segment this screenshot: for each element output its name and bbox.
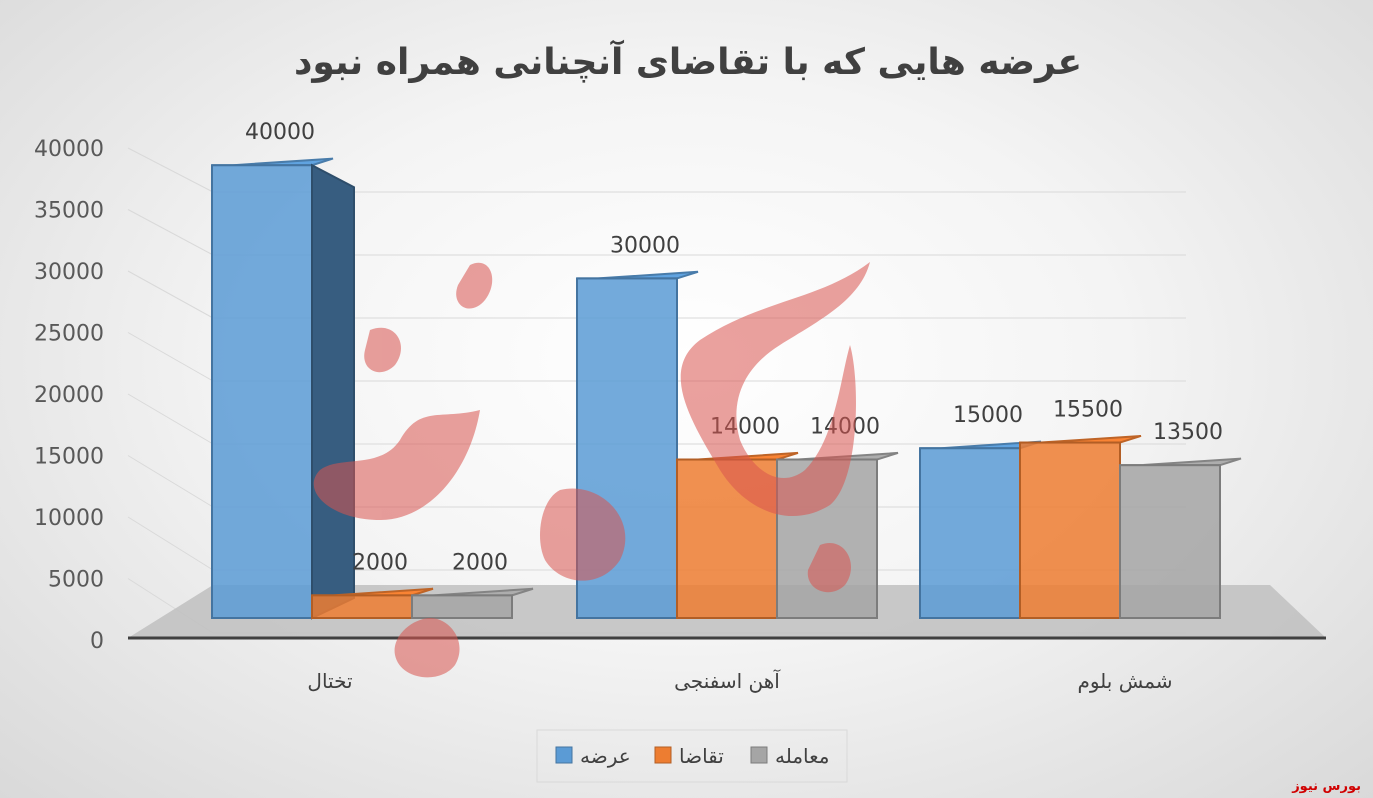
category-label: شمش بلوم	[1077, 669, 1172, 693]
category-label: تختال	[307, 669, 352, 693]
data-label: 15000	[953, 403, 1023, 428]
legend-swatch	[750, 746, 768, 764]
data-label: 40000	[245, 120, 315, 145]
brand-watermark-text: بورس نیوز	[1292, 779, 1361, 794]
chart-title: عرضه هایی که با تقاضای آنچنانی همراه نبو…	[294, 39, 1082, 83]
category-label: آهن اسفنجی	[674, 668, 781, 693]
legend-swatch	[555, 746, 573, 764]
bar-تقاضا-شمش بلوم	[1019, 441, 1121, 620]
y-tick-label: 0	[90, 629, 104, 654]
data-label: 2000	[352, 550, 408, 575]
bar-تقاضا-تختال	[311, 594, 413, 619]
y-tick-label: 30000	[34, 260, 104, 285]
y-tick-label: 40000	[34, 137, 104, 162]
bar-معامله-شمش بلوم	[1119, 464, 1221, 619]
data-label: 13500	[1153, 420, 1223, 445]
gridline-side	[127, 332, 214, 382]
brand-logo-watermark	[313, 262, 870, 678]
legend-label: تقاضا	[679, 744, 724, 768]
gridline-side	[127, 209, 214, 256]
y-tick-label: 25000	[34, 322, 104, 347]
legend-label: معامله	[775, 744, 830, 768]
legend-label: عرضه	[580, 744, 631, 768]
data-label: 2000	[452, 550, 508, 575]
y-tick-label: 35000	[34, 199, 104, 224]
legend: عرضه تقاضا معامله	[536, 729, 848, 783]
gridline-side	[127, 455, 214, 508]
y-tick-label: 20000	[34, 383, 104, 408]
x-axis-labels: تختال آهن اسفنجی شمش بلوم	[307, 668, 1172, 693]
data-labels: 4000020002000300001400014000150001550013…	[245, 120, 1223, 575]
data-label: 15500	[1053, 398, 1123, 423]
y-tick-label: 15000	[34, 445, 104, 470]
gridline-side	[127, 270, 214, 319]
gridline-side	[127, 516, 214, 571]
gridline-side	[127, 147, 214, 193]
data-label: 30000	[610, 233, 680, 258]
y-tick-label: 10000	[34, 506, 104, 531]
bar-معامله-تختال	[411, 594, 513, 619]
bar-side	[311, 163, 355, 620]
bar-عرضه-تختال	[211, 164, 313, 619]
y-tick-label: 5000	[48, 568, 104, 593]
legend-swatch	[654, 746, 672, 764]
gridline-side	[127, 393, 214, 445]
y-axis: 0 5000 10000 15000 20000 25000 30000 35000 40000	[34, 137, 104, 654]
bar-عرضه-شمش بلوم	[919, 447, 1021, 620]
